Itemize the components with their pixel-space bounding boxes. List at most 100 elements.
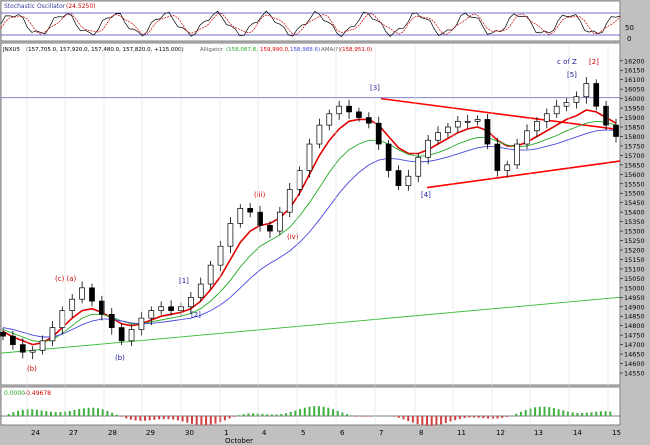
macd-bar [26, 409, 29, 416]
macd-bar [181, 416, 184, 422]
y-tick-label: 15100 [624, 265, 645, 273]
macd-bar [73, 410, 76, 416]
price-bar-body [553, 105, 560, 115]
price-bar-body [563, 102, 570, 107]
price-bar-body [326, 113, 333, 126]
macd-bar [280, 413, 283, 416]
macd-bar [393, 416, 396, 417]
macd-bar [426, 416, 428, 426]
x-tick-label: 29 [146, 429, 155, 437]
macd-bar [101, 409, 104, 416]
price-bar-body [39, 340, 46, 351]
price-bar-body [573, 96, 580, 103]
macd-bar [557, 409, 560, 416]
y-tick-label: 14550 [624, 370, 645, 378]
macd-bar [50, 411, 52, 416]
macd-bar [341, 412, 344, 416]
price-bar-body [484, 119, 491, 145]
macd-bar [421, 416, 424, 426]
price-bar-body [356, 111, 362, 118]
macd-bar [515, 413, 518, 416]
x-tick-label: 30 [185, 429, 194, 437]
macd-bar [369, 416, 372, 417]
macd-bar [153, 416, 156, 420]
macd-bar [538, 406, 541, 416]
price-bar-body [543, 113, 550, 122]
macd-bar [604, 411, 607, 416]
price-bar-body [197, 283, 204, 298]
price-bar-body [0, 331, 6, 337]
macd-bar [322, 406, 325, 416]
y-tick-label: 14750 [624, 332, 645, 340]
price-bar-body [613, 124, 619, 137]
price-bar-body [49, 327, 56, 342]
macd-bar [134, 416, 137, 421]
macd-bar [595, 411, 598, 416]
macd-bar [473, 416, 475, 418]
macd-label-green: 0.0000 [4, 390, 25, 397]
macd-bar [454, 416, 457, 421]
macd-bar [191, 416, 193, 424]
price-bar-body [276, 211, 283, 232]
price-bar-body [593, 83, 600, 107]
macd-bar [92, 407, 95, 416]
macd-bar [17, 410, 20, 416]
price-bar-body [474, 119, 481, 122]
macd-bar [214, 416, 217, 424]
macd-bar [200, 416, 203, 426]
y-tick-label: 15750 [624, 142, 645, 150]
price-panel [0, 42, 621, 386]
macd-bar [355, 416, 358, 417]
x-month-label: October [225, 437, 253, 445]
macd-bar [111, 412, 114, 416]
price-bar-body [168, 306, 174, 311]
macd-bar [336, 410, 339, 416]
macd-bar [195, 416, 198, 425]
x-tick-label: 8 [419, 429, 423, 437]
macd-bar [115, 414, 118, 416]
price-bar-body [108, 313, 115, 328]
macd-bar [520, 411, 522, 416]
macd-bar [534, 407, 537, 416]
price-bar-body [59, 310, 66, 328]
y-tick-label: 16150 [624, 67, 645, 75]
price-bar-body [89, 287, 95, 302]
stochastic-value: (24.5250) [66, 3, 96, 10]
alligator-value-3: 158,988.6) [290, 47, 320, 53]
macd-bar [167, 416, 170, 420]
price-bar-body [69, 298, 76, 311]
macd-bar [275, 414, 278, 416]
wave-label: (iii) [254, 191, 266, 199]
macd-bar [162, 416, 165, 420]
macd-bar [205, 416, 208, 426]
alligator-value-1: (158,087.8, [226, 47, 258, 53]
macd-bar [571, 412, 574, 416]
macd-bar [590, 412, 593, 416]
macd-bar [176, 416, 179, 421]
macd-bar [576, 412, 579, 416]
macd-bar [106, 410, 109, 416]
y-tick-label: 16050 [624, 86, 645, 94]
macd-bar [270, 414, 273, 416]
macd-bar [430, 416, 433, 426]
macd-bar [496, 416, 499, 419]
wave-label: [4] [421, 191, 431, 199]
price-bar-body [346, 105, 352, 113]
macd-bar [294, 410, 297, 416]
macd-bar [209, 416, 212, 425]
wave-label: (b) [115, 354, 125, 362]
macd-bar [78, 409, 81, 416]
y-tick-label: 15150 [624, 256, 645, 264]
ama-label: AMA(?) [321, 47, 340, 53]
wave-label: (b) [27, 365, 37, 373]
macd-bar [266, 414, 269, 416]
price-bar-body [583, 83, 590, 98]
y-tick-label: 15600 [624, 171, 645, 179]
macd-bar [350, 415, 353, 416]
stochastic-d-line [0, 13, 621, 36]
x-tick-label: 6 [340, 429, 345, 437]
price-bar-body [514, 143, 520, 166]
macd-bar [402, 416, 405, 420]
macd-bar [31, 409, 34, 416]
